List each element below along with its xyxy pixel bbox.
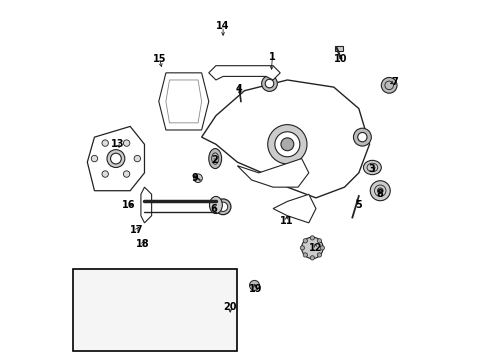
Polygon shape [159,73,208,130]
Circle shape [369,181,389,201]
Text: 3: 3 [367,164,374,174]
Text: 6: 6 [210,203,217,213]
Circle shape [218,202,227,211]
Circle shape [303,253,307,257]
Circle shape [353,128,370,146]
Circle shape [300,246,304,250]
Polygon shape [208,66,280,80]
Circle shape [274,132,299,157]
Circle shape [357,132,366,142]
Text: 9: 9 [191,173,198,183]
Text: 19: 19 [248,284,262,294]
Circle shape [102,171,108,177]
Circle shape [107,150,124,167]
Circle shape [94,303,108,318]
Bar [73,269,237,351]
Polygon shape [141,187,151,223]
Circle shape [123,171,130,177]
Text: 5: 5 [355,200,362,210]
Circle shape [267,125,306,164]
Circle shape [377,188,382,194]
Circle shape [301,237,323,258]
Text: 18: 18 [136,239,149,249]
Circle shape [309,236,314,240]
Text: 13: 13 [111,139,124,149]
Bar [212,307,219,320]
Circle shape [173,310,180,318]
Bar [190,309,198,319]
Bar [201,308,208,320]
Text: 8: 8 [376,189,383,199]
Circle shape [264,79,273,88]
Circle shape [303,239,307,243]
Text: 4: 4 [235,84,242,94]
Text: 10: 10 [333,54,347,64]
Circle shape [134,156,140,162]
Polygon shape [272,194,315,223]
Circle shape [159,310,165,318]
Polygon shape [237,158,308,187]
Circle shape [317,239,321,243]
Circle shape [381,77,396,93]
Text: 15: 15 [152,54,166,64]
Text: 2: 2 [210,156,217,165]
Circle shape [249,280,259,291]
Ellipse shape [209,197,222,213]
Circle shape [98,307,105,314]
Text: 20: 20 [223,302,237,312]
Circle shape [84,293,119,328]
Circle shape [320,246,324,250]
Circle shape [91,156,98,162]
Bar [165,307,176,320]
Circle shape [261,76,277,91]
Circle shape [123,140,130,146]
Circle shape [281,138,293,151]
Bar [148,307,162,321]
Circle shape [141,310,148,318]
Circle shape [309,256,314,260]
Circle shape [110,153,121,164]
Text: 7: 7 [390,77,397,87]
Text: 16: 16 [122,200,135,210]
Ellipse shape [363,160,381,175]
Bar [180,308,187,320]
Polygon shape [87,126,144,191]
Circle shape [102,140,108,146]
Circle shape [193,174,202,183]
Circle shape [89,298,114,323]
Text: 14: 14 [216,21,229,31]
Circle shape [194,310,201,318]
Circle shape [205,310,212,318]
Circle shape [215,199,230,215]
Text: 17: 17 [130,225,143,235]
Bar [334,46,343,51]
Text: 1: 1 [268,52,275,62]
Circle shape [183,310,190,318]
Ellipse shape [208,149,221,168]
Text: 11: 11 [279,216,293,226]
Polygon shape [201,80,369,198]
Bar [116,305,144,323]
Text: 12: 12 [308,243,322,253]
Circle shape [317,253,321,257]
